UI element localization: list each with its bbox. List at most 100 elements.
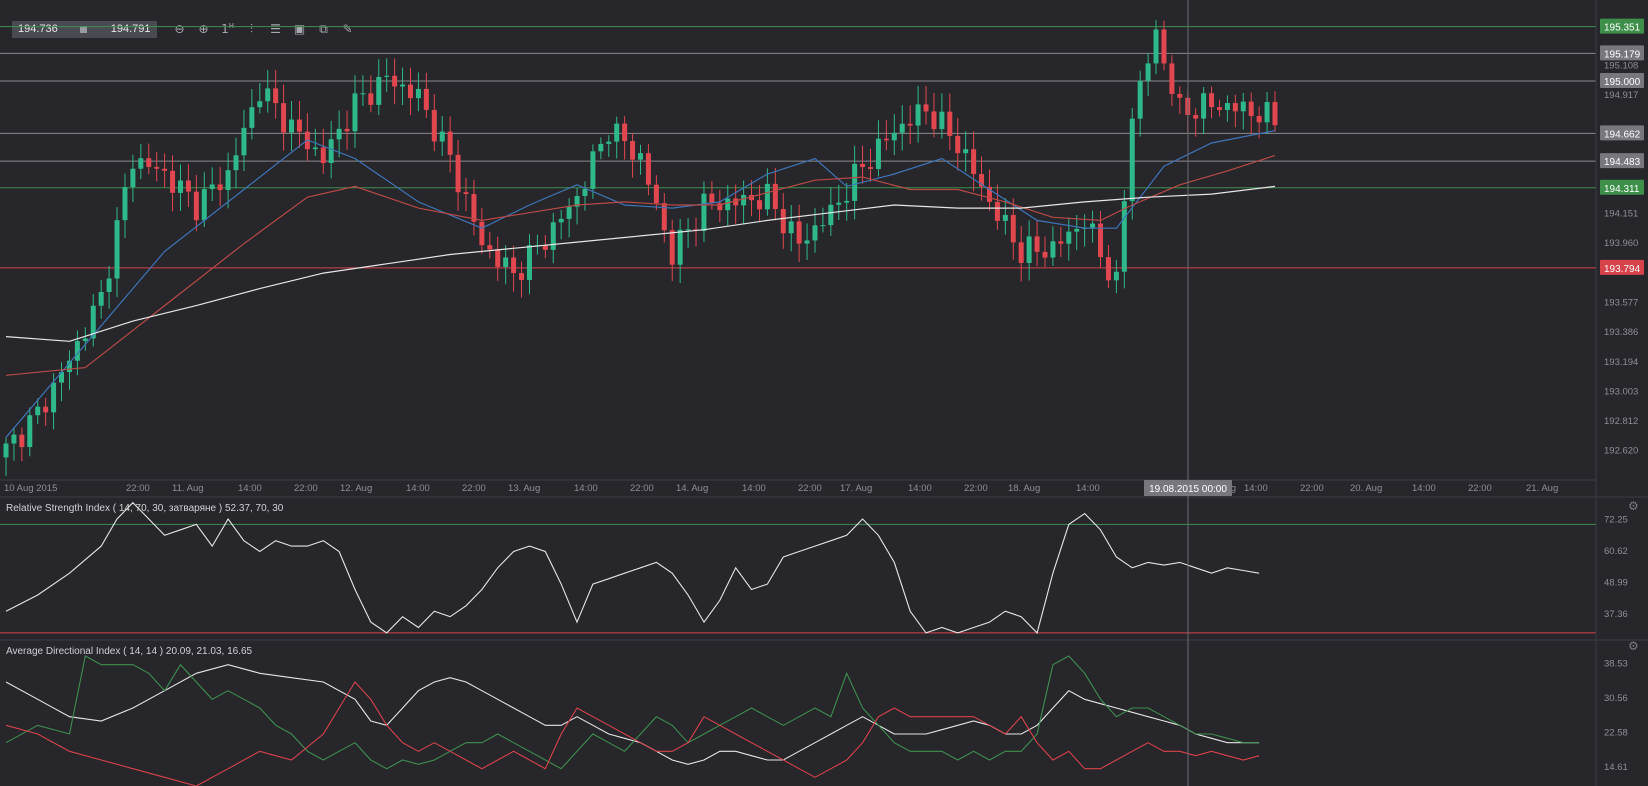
candle-body [653,184,659,204]
candle-body [463,192,469,195]
candle-body [868,167,874,169]
candle-body [273,88,279,104]
candle-body [1137,80,1143,119]
candle-body [1177,93,1183,98]
candle-body [225,170,231,191]
candle-body [1129,118,1135,202]
candle-body [1034,236,1040,252]
candle-body [487,245,493,250]
candle-body [1066,231,1072,244]
candle-body [661,203,667,231]
candle-body [1026,236,1032,263]
chart-type-icon[interactable]: ▣ [293,22,306,36]
candle-body [622,123,628,142]
candle-body [185,180,191,192]
candle-body [955,135,961,154]
x-tick-label: 13. Aug [508,483,540,494]
candle-body [11,434,17,444]
candle-body [931,111,937,130]
candle-body [1232,103,1238,112]
candle-body [1248,101,1254,117]
candle-body [312,147,318,150]
candle-body [590,151,596,189]
x-tick-label: 14:00 [1412,483,1436,494]
candle-body [582,188,588,197]
candle-body [35,406,41,416]
candle-body [19,434,25,448]
indicator-y-tick: 37.36 [1604,609,1628,620]
y-tick-label: 195.108 [1604,60,1638,71]
candle-body [1272,102,1278,126]
y-tick-label: 192.812 [1604,416,1638,427]
candle-body [296,119,302,132]
x-tick-label: 12. Aug [340,483,372,494]
candle-body [400,84,406,87]
candle-body [27,415,33,448]
x-tick-label: 22:00 [798,483,822,494]
x-tick-label: 14:00 [406,483,430,494]
price-panel[interactable]: 195.351 195.179 195.000 194.662 194.483 194.3… [0,18,1644,494]
candle-body [415,88,421,99]
candle-body [875,138,881,169]
indicator-line [5,681,1260,786]
zoom-out-icon[interactable]: ⊖ [174,22,185,36]
rsi-panel[interactable]: Relative Strength Index ( 14, 70, 30, за… [0,501,1628,634]
indicators-icon[interactable]: ⫶ [250,21,254,36]
template-icon[interactable]: ⧉ [319,21,328,36]
candle-body [1161,29,1167,64]
draw-icon[interactable]: ✎ [342,22,353,36]
x-tick-label: 20. Aug [1350,483,1382,494]
y-tick-label: 192.620 [1604,446,1638,457]
x-tick-label: 22:00 [294,483,318,494]
candle-body [1002,214,1008,221]
candle-body [645,153,651,185]
candle-body [1058,241,1064,244]
price-level-label-bg [1600,153,1644,169]
zoom-in-icon[interactable]: ⊕ [198,22,209,36]
candle-body [376,76,382,105]
candle-body [550,222,556,250]
candle-body [82,338,88,342]
candle-body [828,204,834,226]
candle-body [90,305,96,339]
candle-body [669,230,675,265]
x-tick-label: 14:00 [238,483,262,494]
candle-body [979,174,985,187]
candle-body [51,382,57,413]
x-tick-label: 22:00 [630,483,654,494]
candle-body [1010,214,1016,243]
y-tick-label: 193.003 [1604,386,1638,397]
indicator-line [5,655,1260,770]
bid-price: 194.736 [18,23,58,35]
moving-average-line [5,154,1276,376]
candle-body [511,257,517,274]
candle-body [479,221,485,246]
x-tick-label: 21. Aug [1526,483,1558,494]
candle-body [836,202,842,205]
candle-body [741,194,747,206]
candle-body [98,291,104,306]
candle-body [43,406,49,413]
adx-panel[interactable]: Average Directional Index ( 14, 14 ) 20.… [5,646,1628,786]
x-tick-label: 14:00 [908,483,932,494]
indicator-line [5,501,1260,634]
candle-body [1264,102,1270,123]
candle-body [122,187,128,221]
indicator-y-tick: 22.58 [1604,727,1628,738]
candle-body [162,168,168,171]
candle-body [1018,242,1024,263]
settings-icon[interactable]: ☰ [270,22,281,36]
candle-body [630,141,636,160]
timeframe-icon[interactable]: 1H [221,22,234,36]
price-level-label: 194.311 [1604,184,1640,195]
candle-body [209,184,215,190]
candle-body [503,257,509,267]
quote-separator-icon [79,25,87,33]
candle-body [971,149,977,175]
candle-body [780,209,786,234]
x-tick-label: 14:00 [574,483,598,494]
candle-body [852,163,858,201]
